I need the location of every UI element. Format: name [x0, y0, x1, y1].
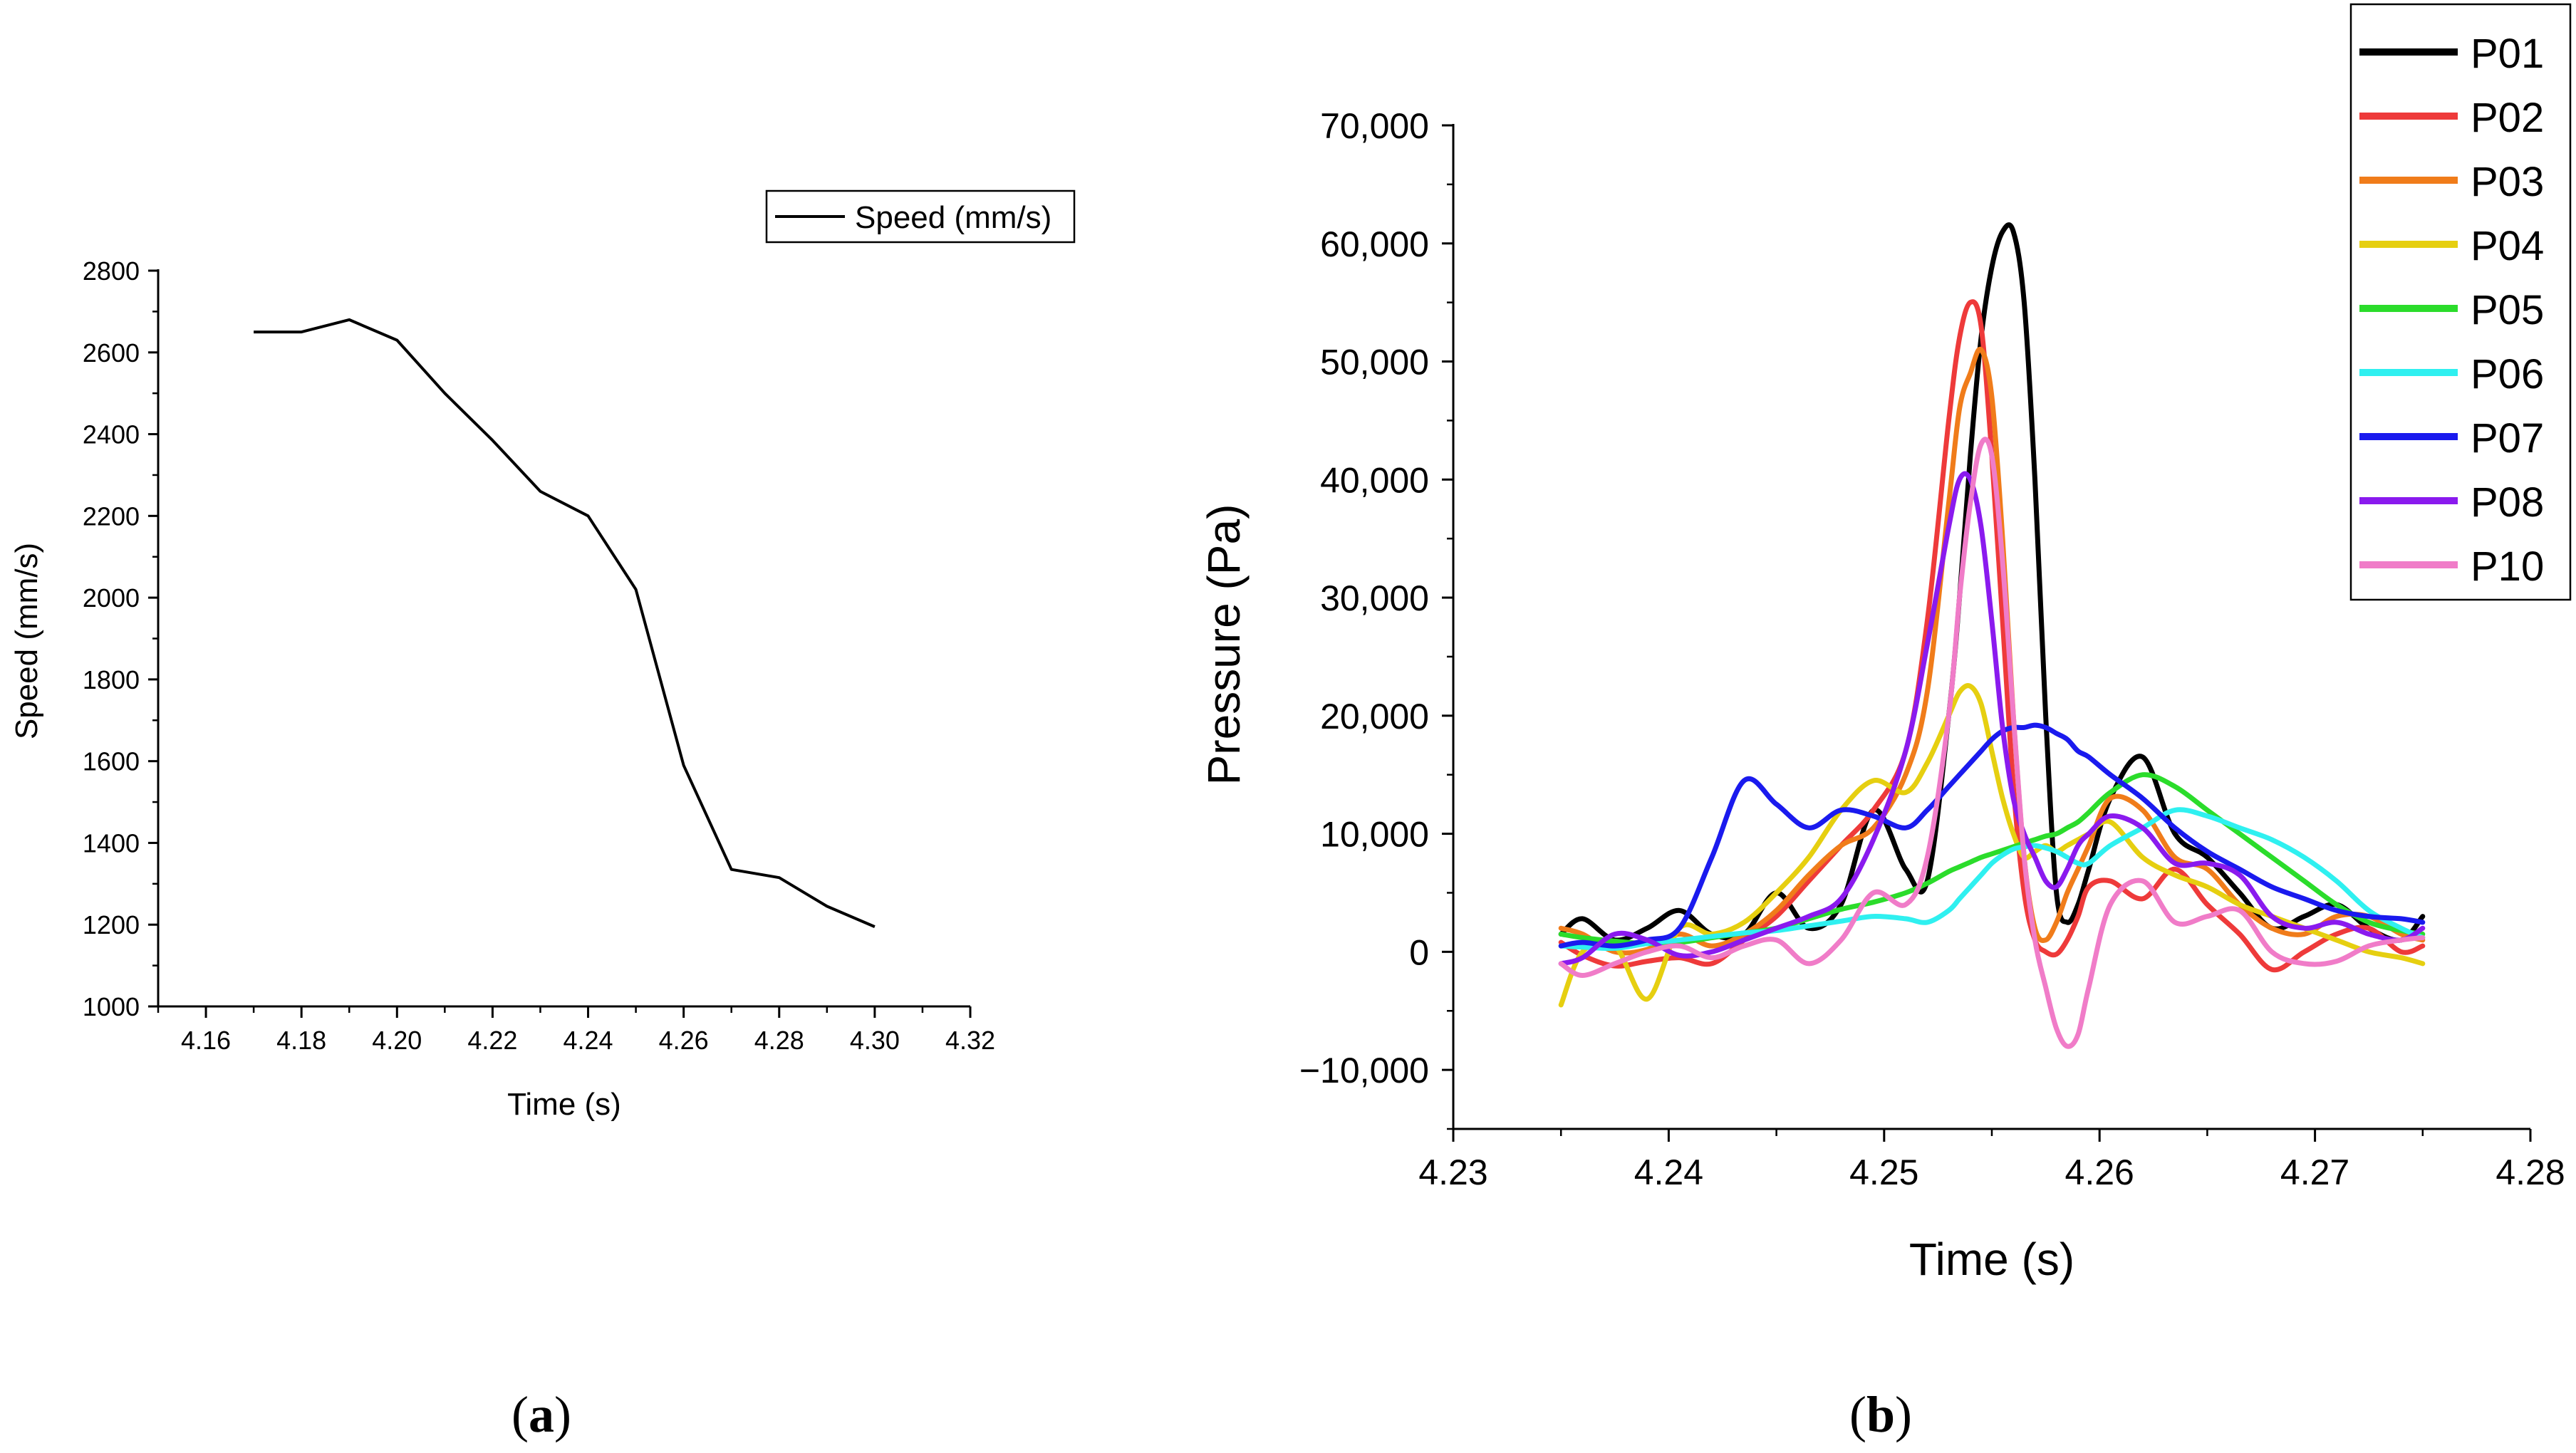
- speed-y-tick-label: 1600: [83, 747, 140, 776]
- pressure-y-tick-label: 0: [1409, 932, 1429, 972]
- series-line-p08: [1558, 471, 2426, 967]
- speed-legend: Speed (mm/s): [765, 189, 1076, 244]
- pressure-x-tick-label: 4.24: [1634, 1152, 1703, 1192]
- pressure-y-tick-label: −10,000: [1299, 1051, 1429, 1090]
- panel-label-b: (b): [1849, 1386, 1912, 1443]
- pressure-y-tick-label: 40,000: [1320, 460, 1429, 500]
- speed-x-tick-label: 4.18: [276, 1026, 326, 1055]
- panel-label-a: (a): [511, 1386, 571, 1443]
- speed-legend-label: Speed (mm/s): [855, 200, 1051, 235]
- speed-x-tick-label: 4.20: [372, 1026, 422, 1055]
- speed-y-tick-label: 2200: [83, 501, 140, 531]
- speed-y-tick-label: 1400: [83, 828, 140, 858]
- legend-label-p10: P10: [2471, 543, 2544, 590]
- speed-x-tick-label: 4.16: [181, 1026, 231, 1055]
- pressure-series: [1558, 222, 2426, 1049]
- pressure-ticks: −10,000 0 10,000 20,000 30,000 40,000 50,000 60…: [1299, 106, 2565, 1192]
- speed-y-tick-label: 2400: [83, 420, 140, 449]
- series-line-p10: [1558, 437, 2426, 1049]
- pressure-legend: P01 P02 P03 P04 P05 P06 P07 P08 P10: [2349, 3, 2572, 601]
- pressure-y-tick-label: 60,000: [1320, 224, 1429, 264]
- speed-y-axis-label: Speed (mm/s): [9, 543, 44, 739]
- pressure-x-tick-label: 4.28: [2496, 1152, 2565, 1192]
- pressure-y-tick-label: 30,000: [1320, 578, 1429, 618]
- legend-label-p08: P08: [2471, 479, 2544, 526]
- speed-y-tick-label: 1800: [83, 665, 140, 694]
- pressure-y-tick-label: 20,000: [1320, 697, 1429, 736]
- legend-label-p03: P03: [2471, 159, 2544, 205]
- pressure-x-tick-label: 4.27: [2280, 1152, 2349, 1192]
- speed-ticks: 1000 1200 1400 1600 1800 2000 2200 2400 2600 2800…: [83, 256, 995, 1055]
- legend-label-p01: P01: [2471, 31, 2544, 77]
- speed-y-tick-label: 2000: [83, 583, 140, 613]
- pressure-x-axis-label: Time (s): [1909, 1234, 2074, 1285]
- pressure-y-axis-label: Pressure (Pa): [1198, 504, 1250, 786]
- series-line-p02: [1558, 299, 2426, 973]
- pressure-y-tick-label: 50,000: [1320, 343, 1429, 382]
- speed-x-tick-label: 4.22: [467, 1026, 517, 1055]
- legend-label-p02: P02: [2471, 95, 2544, 141]
- speed-axes: [157, 269, 970, 1008]
- pressure-y-tick-label: 70,000: [1320, 106, 1429, 146]
- speed-y-tick-label: 1000: [83, 992, 140, 1021]
- series-line-speed: [254, 318, 876, 928]
- speed-x-tick-label: 4.28: [754, 1026, 804, 1055]
- speed-x-tick-label: 4.30: [850, 1026, 900, 1055]
- speed-series: [254, 318, 876, 928]
- speed-y-tick-label: 2600: [83, 338, 140, 368]
- speed-x-tick-label: 4.32: [945, 1026, 995, 1055]
- speed-y-tick-label: 1200: [83, 910, 140, 939]
- pressure-y-tick-label: 10,000: [1320, 815, 1429, 855]
- pressure-x-tick-label: 4.25: [1849, 1152, 1918, 1192]
- legend-label-p06: P06: [2471, 351, 2544, 397]
- pressure-chart: −10,000 0 10,000 20,000 30,000 40,000 50,000 60…: [1198, 3, 2572, 1285]
- series-line-p04: [1558, 683, 2426, 1008]
- speed-x-axis-label: Time (s): [507, 1087, 621, 1122]
- speed-y-tick-label: 2800: [83, 256, 140, 286]
- speed-x-tick-label: 4.26: [659, 1026, 709, 1055]
- legend-label-p05: P05: [2471, 287, 2544, 333]
- legend-label-p04: P04: [2471, 223, 2544, 269]
- speed-chart: 1000 1200 1400 1600 1800 2000 2200 2400 2600 2800…: [9, 189, 1076, 1122]
- speed-x-tick-label: 4.24: [563, 1026, 613, 1055]
- legend-label-p07: P07: [2471, 415, 2544, 462]
- pressure-x-tick-label: 4.23: [1418, 1152, 1487, 1192]
- pressure-x-tick-label: 4.26: [2065, 1152, 2134, 1192]
- series-line-p06: [1558, 807, 2426, 952]
- series-line-p01: [1558, 222, 2426, 943]
